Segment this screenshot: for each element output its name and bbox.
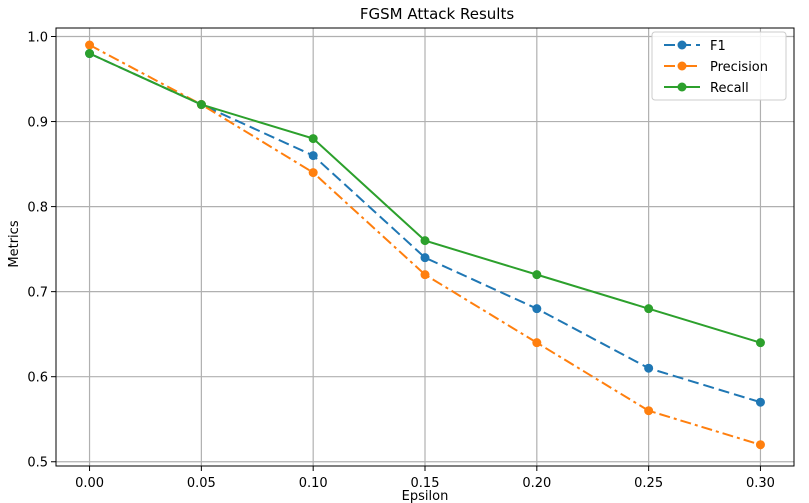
x-tick-label: 0.00 [75,476,104,491]
data-point-recall [755,338,765,348]
data-point-precision [644,406,654,416]
data-point-recall [420,236,430,246]
data-point-recall [532,270,542,280]
legend: F1 Precision Recall [651,31,787,101]
legend-box [651,31,787,101]
y-axis-label: Metrics [7,220,22,267]
x-tick-label: 0.15 [411,476,440,491]
data-point-recall [85,49,95,59]
legend-label-recall: Recall [710,81,749,96]
x-tick-label: 0.10 [299,476,328,491]
data-point-precision [85,40,95,50]
legend-label-precision: Precision [710,60,768,75]
x-tick-label: 0.05 [187,476,216,491]
series-group [85,40,765,450]
data-point-f1 [420,253,430,263]
x-tick-label: 0.30 [746,476,775,491]
data-point-f1 [644,363,654,373]
data-point-recall [644,304,654,314]
data-point-precision [755,440,765,450]
y-tick-label: 0.8 [27,201,48,216]
plot-frame [55,27,795,467]
data-point-f1 [532,304,542,314]
data-point-f1 [755,397,765,407]
data-point-precision [420,270,430,280]
chart-title: FGSM Attack Results [360,5,514,23]
x-axis-label: Epsilon [402,489,449,503]
legend-marker-f1 [677,40,687,50]
data-point-precision [532,338,542,348]
legend-label-f1: F1 [710,39,726,54]
axes: 0.00 0.05 0.10 0.15 0.20 0.25 0.30 0.5 0.6 0.7 0.8… [27,27,795,491]
x-tick-label: 0.25 [634,476,663,491]
data-point-recall [308,134,318,144]
y-tick-label: 0.7 [27,286,48,301]
x-tick-label: 0.20 [522,476,551,491]
y-tick-label: 0.5 [27,456,48,471]
y-tick-label: 0.6 [27,371,48,386]
legend-marker-recall [677,82,687,92]
y-tick-label: 0.9 [27,116,48,131]
data-point-f1 [308,151,318,161]
legend-marker-precision [677,61,687,71]
data-point-precision [308,168,318,178]
y-tick-label: 1.0 [27,31,48,46]
data-point-recall [196,100,206,110]
